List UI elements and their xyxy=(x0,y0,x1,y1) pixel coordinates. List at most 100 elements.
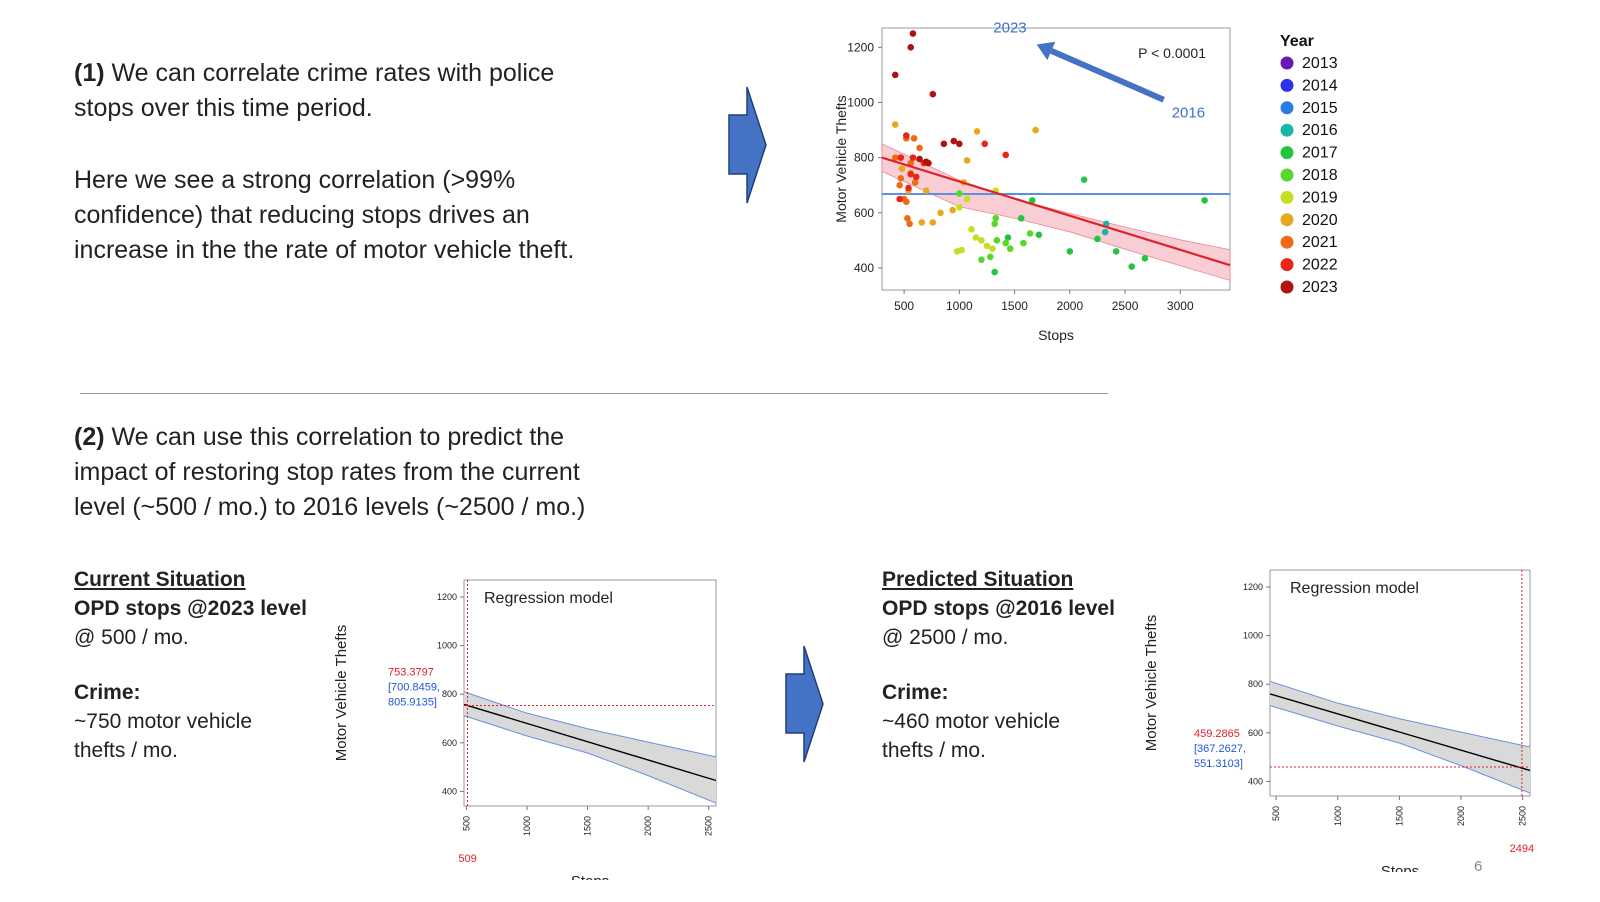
x-marker-label: 2494 xyxy=(1510,843,1534,855)
point-2020 xyxy=(949,206,957,214)
y-tick-label: 1000 xyxy=(847,95,874,109)
point-2018 xyxy=(1002,239,1010,247)
confidence-band xyxy=(464,691,716,804)
legend-label-2021: 2021 xyxy=(1302,234,1338,251)
pred-ci-lower: [367.2627, xyxy=(1194,743,1246,755)
legend-label-2019: 2019 xyxy=(1302,189,1338,206)
x-tick-label: 2000 xyxy=(1456,806,1466,826)
section2-number: (2) xyxy=(74,423,105,451)
x-tick-label: 2000 xyxy=(643,816,653,836)
section1-line2: stops over this time period. xyxy=(74,94,373,122)
legend-swatch-2021 xyxy=(1280,235,1294,249)
y-tick-label: 800 xyxy=(442,689,457,699)
point-2023 xyxy=(916,155,923,163)
point-2020 xyxy=(1032,126,1039,134)
x-tick-label: 500 xyxy=(1271,806,1281,821)
legend-swatch-2017 xyxy=(1280,146,1294,160)
y-tick-label: 800 xyxy=(854,151,874,165)
y-axis-label: Motor Vehicle Thefts xyxy=(333,625,350,761)
point-2022 xyxy=(1002,151,1010,159)
x-tick-label: 500 xyxy=(461,816,471,831)
point-2020 xyxy=(929,219,937,226)
point-2023 xyxy=(891,71,899,79)
legend-swatch-2013 xyxy=(1280,56,1294,70)
section1-text: (1) We can correlate crime rates with po… xyxy=(74,56,714,268)
point-2020 xyxy=(918,219,926,226)
point-2017 xyxy=(1094,235,1101,243)
point-2023 xyxy=(925,159,932,167)
predicted-situation: Predicted Situation OPD stops @2016 leve… xyxy=(882,565,1142,765)
legend-swatch-2016 xyxy=(1280,123,1294,137)
point-2017 xyxy=(1066,248,1074,255)
point-2017 xyxy=(1112,248,1120,255)
y-tick-label: 1200 xyxy=(847,40,874,54)
x-tick-label: 1000 xyxy=(522,816,532,836)
legend-swatch-2022 xyxy=(1280,258,1294,272)
current-situation: Current Situation OPD stops @2023 level … xyxy=(74,565,334,765)
point-2021 xyxy=(904,214,911,222)
point-2021 xyxy=(916,144,923,152)
section2-line2: impact of restoring stop rates from the … xyxy=(74,458,580,486)
point-2018 xyxy=(991,220,998,228)
point-2017 xyxy=(1028,197,1036,204)
section1-line5: increase in the the rate of motor vehicl… xyxy=(74,236,575,264)
prediction-readout: 459.2865 [367.2627, 551.3103] xyxy=(1194,728,1246,770)
point-2018 xyxy=(1006,245,1014,252)
point-2020 xyxy=(898,165,906,172)
legend-label-2013: 2013 xyxy=(1302,55,1338,72)
current-crime-label: Crime: xyxy=(74,681,141,704)
section2-text: (2) We can use this correlation to predi… xyxy=(74,420,774,525)
regression-chart-current: Regression model 500 1000 1500 2000 2500 400 60… xyxy=(333,579,717,880)
block-arrow-1 xyxy=(728,86,767,204)
section2-line3: level (~500 / mo.) to 2016 levels (~2500… xyxy=(74,493,586,521)
point-2021 xyxy=(907,159,915,167)
y-tick-label: 1000 xyxy=(437,641,457,651)
y-tick-label: 1200 xyxy=(437,592,457,602)
p-value: P < 0.0001 xyxy=(1138,45,1206,61)
point-2023 xyxy=(929,90,937,98)
y-tick-label: 400 xyxy=(854,261,874,275)
point-2021 xyxy=(906,220,913,228)
band-upper-edge xyxy=(1269,680,1531,748)
point-2020 xyxy=(891,121,899,128)
section1-line4: confidence) that reducing stops drives a… xyxy=(74,201,530,229)
point-2017 xyxy=(1080,176,1088,183)
point-2021 xyxy=(911,179,919,186)
x-axis-label: Stops xyxy=(571,873,609,880)
legend-swatch-2014 xyxy=(1280,78,1294,92)
x-tick-label: 2500 xyxy=(1112,299,1139,313)
legend-label-2016: 2016 xyxy=(1302,122,1338,139)
section1-line1: We can correlate crime rates with police xyxy=(111,59,555,87)
x-axis-label: Stops xyxy=(1381,863,1419,872)
pred-value: 753.3797 xyxy=(388,667,434,679)
point-2022 xyxy=(907,170,915,178)
prediction-readout: 753.3797 [700.8459, 805.9135] xyxy=(388,667,440,709)
point-2018 xyxy=(1020,239,1027,247)
point-2021 xyxy=(896,181,903,189)
point-2019 xyxy=(972,234,980,241)
point-2018 xyxy=(986,253,994,261)
point-2021 xyxy=(897,175,905,182)
page-number: 6 xyxy=(1474,858,1483,875)
chart-title: Regression model xyxy=(1290,580,1419,597)
x-tick-label: 1000 xyxy=(946,299,973,313)
y-tick-label: 800 xyxy=(1248,679,1263,689)
point-2018 xyxy=(992,214,1000,222)
legend-swatch-2015 xyxy=(1280,101,1294,115)
regression-line xyxy=(881,156,1231,267)
predicted-crime-label: Crime: xyxy=(882,681,949,704)
y-tick-label: 400 xyxy=(1248,776,1263,786)
point-2022 xyxy=(903,132,910,139)
legend-label-2017: 2017 xyxy=(1302,145,1338,162)
legend-swatch-2023 xyxy=(1280,280,1294,294)
y-axis-label: Motor Vehicle Thefts xyxy=(833,95,849,222)
legend-label-2015: 2015 xyxy=(1302,100,1338,117)
point-2019 xyxy=(978,237,985,244)
point-2018 xyxy=(1026,230,1034,237)
x-tick-label: 1500 xyxy=(1001,299,1028,313)
predicted-rate: @ 2500 / mo. xyxy=(882,626,1009,649)
point-2023 xyxy=(907,44,915,51)
x-tick-label: 3000 xyxy=(1167,299,1194,313)
point-2023 xyxy=(956,140,963,148)
point-2019 xyxy=(968,226,975,233)
